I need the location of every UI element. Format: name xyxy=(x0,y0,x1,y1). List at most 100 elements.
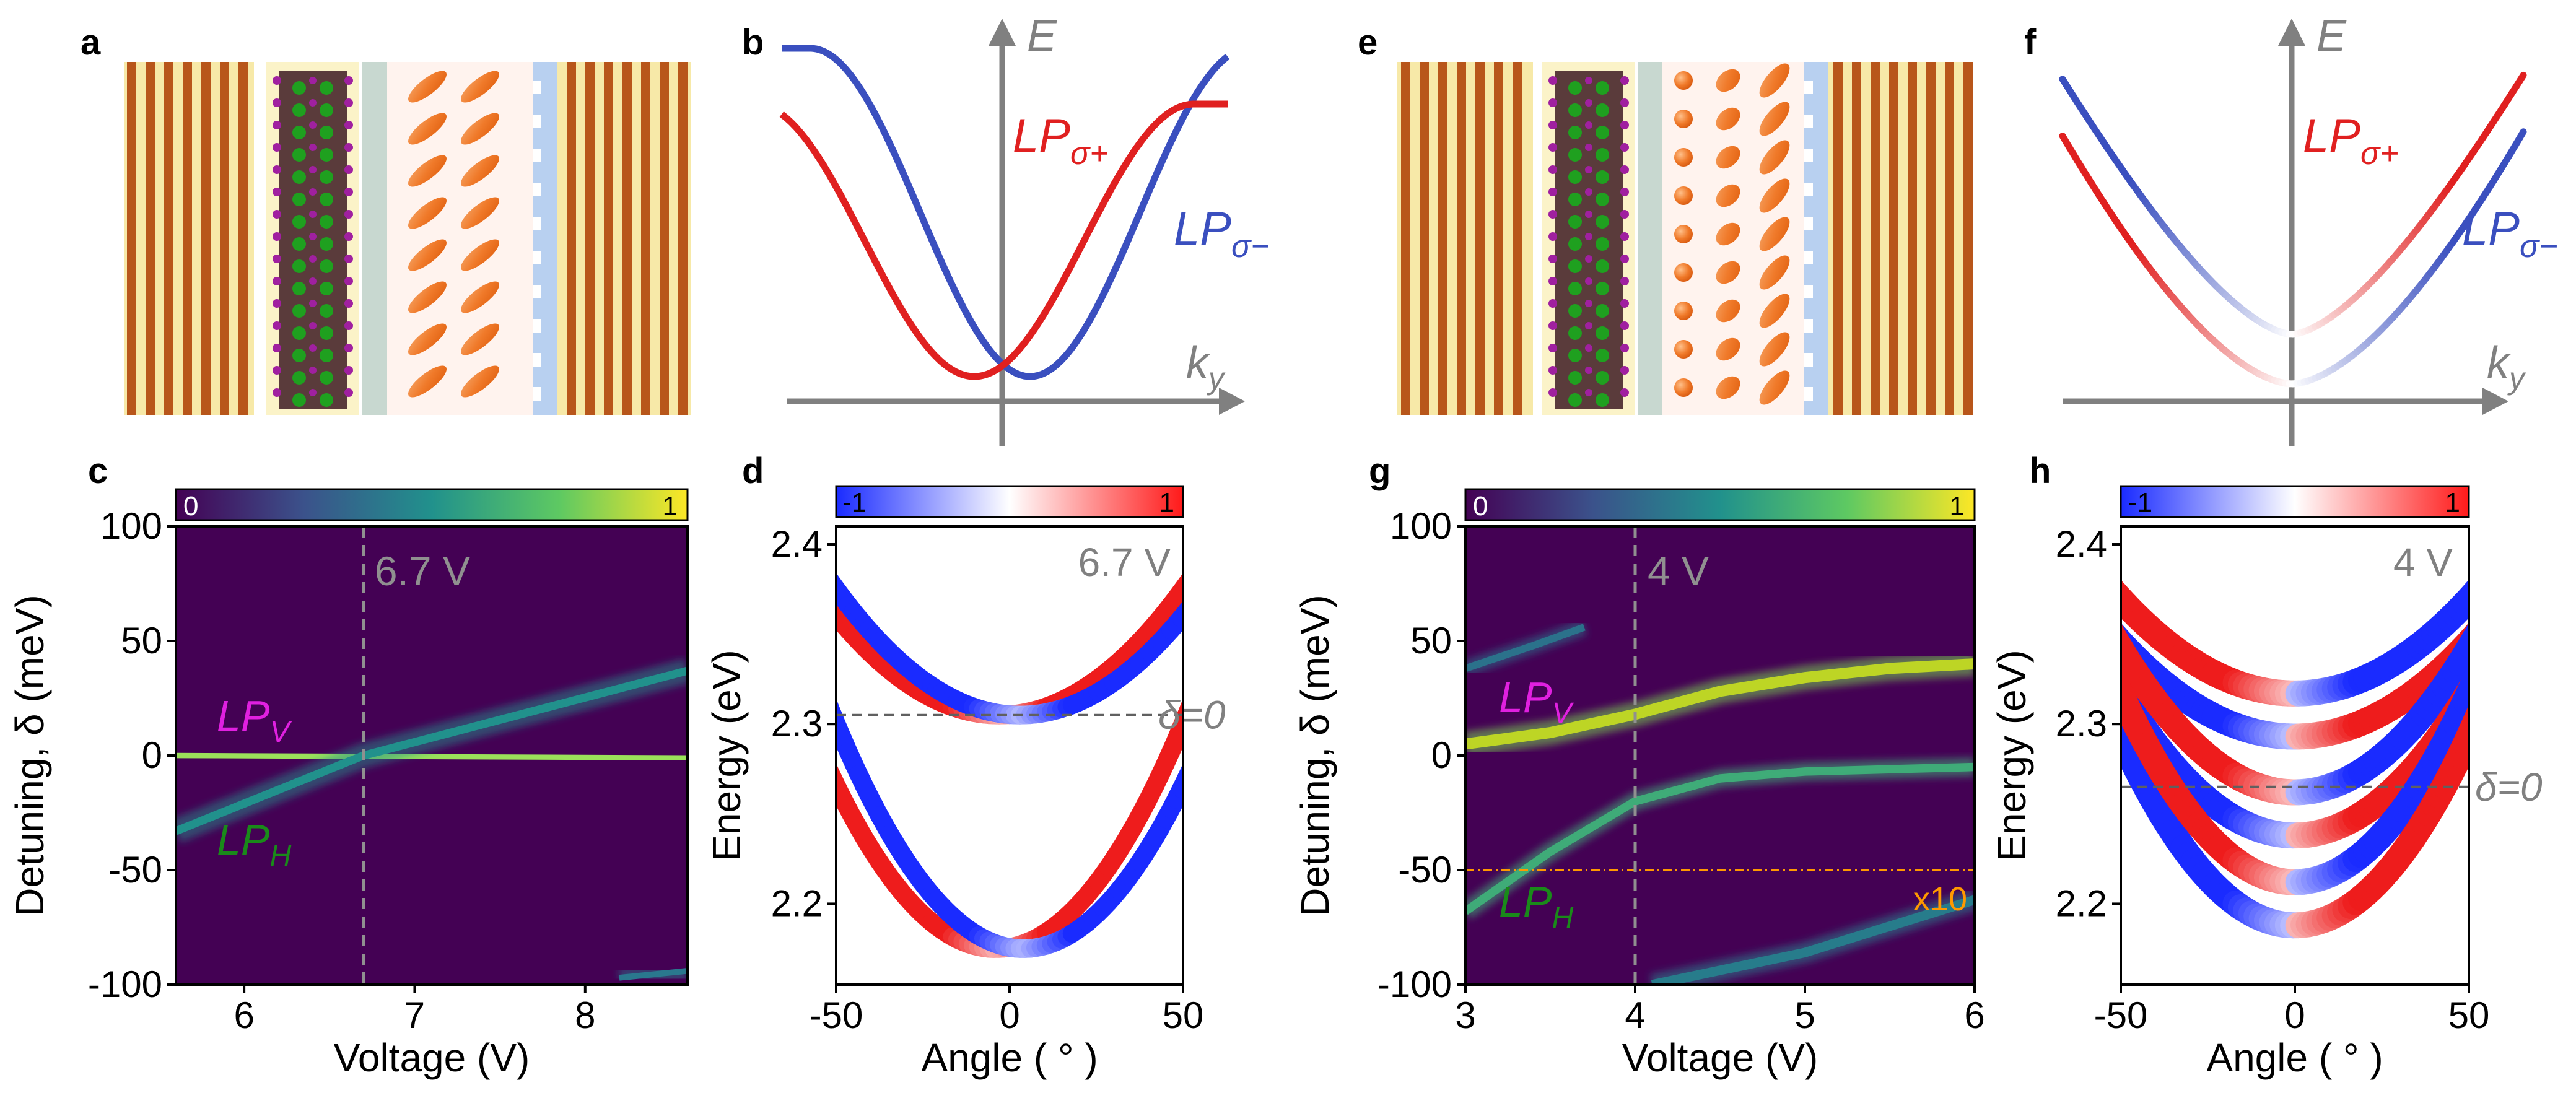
chalcogen-atom xyxy=(273,121,281,129)
mode-segment-inner xyxy=(2100,618,2105,624)
lc-molecule-tilted xyxy=(1716,261,1740,284)
metal-atom xyxy=(1596,126,1609,139)
mode-segment-outer xyxy=(2507,588,2513,602)
mode-segment xyxy=(836,601,842,621)
mode-segment xyxy=(806,577,811,584)
mode-segment xyxy=(1207,545,1212,553)
metal-atom xyxy=(1596,349,1609,362)
colorbar-max-label: 1 xyxy=(2445,487,2460,518)
mode-segment-inner xyxy=(2492,642,2497,652)
mode-segment-inner xyxy=(2468,624,2469,633)
lc-molecule-tilted xyxy=(1759,255,1790,290)
metal-atom xyxy=(292,326,306,340)
mode-segment-inner xyxy=(2079,635,2084,649)
dbr-stripe xyxy=(567,62,576,415)
scale-note: x10 xyxy=(1913,881,1967,918)
dbr-stripe xyxy=(1852,62,1861,415)
chalcogen-atom xyxy=(1620,188,1629,196)
chalcogen-atom xyxy=(1585,144,1592,151)
mode-segment-inner xyxy=(2457,669,2469,702)
lc-molecule-endon xyxy=(1674,263,1693,282)
metal-atom xyxy=(1596,393,1609,407)
lc-molecule-endon xyxy=(1674,110,1693,128)
mode-segment-inner xyxy=(2502,645,2507,658)
metal-atom xyxy=(292,349,306,362)
lc-molecule xyxy=(408,113,447,145)
branch-line xyxy=(176,752,688,760)
mode-segment-inner xyxy=(2492,610,2497,617)
chalcogen-atom xyxy=(273,143,281,152)
mode-segment xyxy=(1182,573,1183,580)
mode-segment-outer xyxy=(2457,625,2469,659)
chalcogen-atom xyxy=(1620,255,1629,263)
mode-segment-outer xyxy=(2084,606,2089,620)
lc-molecule-tilted xyxy=(1759,140,1790,175)
alignment-bump xyxy=(533,183,541,196)
metal-atom xyxy=(292,170,306,184)
chalcogen-atom xyxy=(309,188,317,196)
dbr-mirror-right xyxy=(567,62,688,415)
plot-area-g xyxy=(1465,526,1975,985)
chalcogen-atom xyxy=(344,321,353,330)
metal-atom xyxy=(1568,148,1582,162)
metal-atom xyxy=(1568,237,1582,251)
dbr-stripe xyxy=(183,62,192,415)
y-tick-label: 50 xyxy=(121,620,162,661)
dbr-stripe xyxy=(1963,62,1973,415)
alignment-bump xyxy=(533,217,541,230)
lp-sigma-plus-label: LPσ+ xyxy=(1013,110,1109,172)
lc-molecule-tilted xyxy=(1759,294,1790,328)
chalcogen-atom xyxy=(309,367,317,374)
lc-molecule-endon xyxy=(1674,225,1693,243)
chalcogen-atom xyxy=(273,366,281,375)
chalcogen-atom xyxy=(273,321,281,330)
colorbar-max-label: 1 xyxy=(1159,487,1174,518)
metal-atom xyxy=(320,126,333,139)
mode-segment-outer xyxy=(2463,622,2469,648)
heatmap-d: -1 1 δ=0 6.7 V -50 0 50 2.4 2.3 2.2 Angle ( °… xyxy=(704,485,1226,1080)
alignment-bump xyxy=(1804,217,1813,230)
chalcogen-atom xyxy=(1620,388,1629,397)
plot-area-d xyxy=(836,526,1183,985)
chalcogen-atom xyxy=(344,143,353,152)
mode-segment xyxy=(1213,537,1218,546)
mode-segment xyxy=(1182,764,1183,770)
metal-atom xyxy=(1568,193,1582,206)
mode-segment xyxy=(1197,744,1202,756)
mode-segment-outer xyxy=(2095,568,2100,575)
alignment-bump xyxy=(1804,319,1813,333)
lc-molecule xyxy=(461,239,499,271)
lc-molecule-endon xyxy=(1674,71,1693,90)
metal-atom xyxy=(292,304,306,318)
mode-segment-outer xyxy=(2079,592,2084,606)
y-tick-label: 50 xyxy=(1410,620,1452,661)
metal-atom xyxy=(320,259,333,273)
lc-molecule-tilted xyxy=(1716,69,1740,92)
chalcogen-atom xyxy=(1548,344,1557,352)
mode-segment-inner xyxy=(2100,689,2105,701)
mode-segment xyxy=(1202,661,1207,676)
mode-segment-outer xyxy=(2095,633,2100,646)
lc-molecule-tilted xyxy=(1716,222,1740,246)
lp-sigma-plus-label: LPσ+ xyxy=(2303,110,2399,172)
x-tick-label: 4 xyxy=(1625,995,1645,1036)
chalcogen-atom xyxy=(1620,366,1629,375)
mode-segment-outer xyxy=(2468,581,2469,590)
metal-atom xyxy=(1596,215,1609,229)
panel-label-b: b xyxy=(742,22,764,63)
mode-segment-inner xyxy=(2463,666,2469,691)
metal-atom xyxy=(1596,81,1609,95)
k-arrowhead xyxy=(1219,388,1245,415)
branch-line xyxy=(1465,762,1975,915)
panel-label-a: a xyxy=(81,22,101,63)
metal-atom xyxy=(1568,215,1582,229)
chalcogen-atom xyxy=(273,210,281,219)
mode-segment xyxy=(801,569,806,577)
chalcogen-atom xyxy=(1620,121,1629,129)
alignment-layer-left xyxy=(1638,62,1662,415)
mode-segment xyxy=(812,584,817,591)
chalcogen-atom xyxy=(344,366,353,375)
mode-segment-inner xyxy=(2507,611,2513,621)
mode-segment xyxy=(1218,617,1223,632)
